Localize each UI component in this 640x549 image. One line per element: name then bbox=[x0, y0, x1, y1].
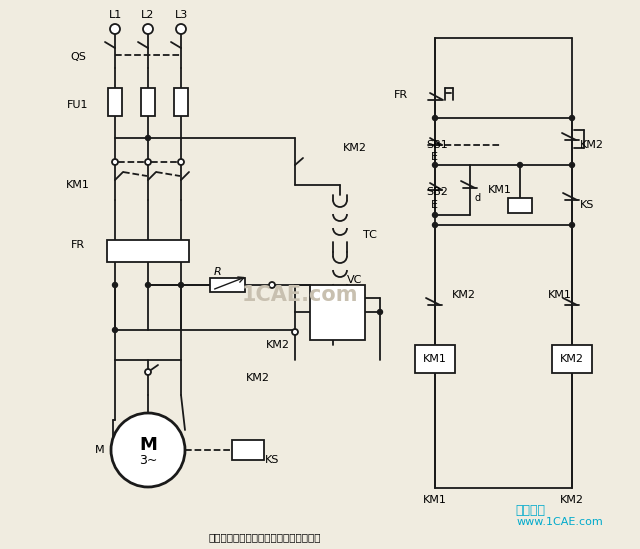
Circle shape bbox=[269, 282, 275, 288]
Circle shape bbox=[143, 24, 153, 34]
Circle shape bbox=[112, 159, 118, 165]
Circle shape bbox=[145, 159, 151, 165]
Bar bbox=[141, 88, 155, 116]
Circle shape bbox=[378, 310, 383, 315]
Bar bbox=[210, 278, 245, 292]
Bar bbox=[508, 198, 532, 213]
Text: KM1: KM1 bbox=[66, 180, 90, 190]
Circle shape bbox=[145, 136, 150, 141]
Text: KM2: KM2 bbox=[246, 373, 270, 383]
Text: KM2: KM2 bbox=[560, 354, 584, 364]
Text: KM2: KM2 bbox=[452, 290, 476, 300]
Bar bbox=[552, 345, 592, 373]
Text: TC: TC bbox=[363, 230, 377, 240]
Circle shape bbox=[113, 328, 118, 333]
Text: KM2: KM2 bbox=[580, 140, 604, 150]
Text: E: E bbox=[431, 200, 438, 210]
Bar bbox=[108, 88, 122, 116]
Circle shape bbox=[145, 283, 150, 288]
Text: KM1: KM1 bbox=[488, 185, 512, 195]
Bar bbox=[107, 240, 189, 262]
Text: 以速度原则控制的单向能耗制动控制线路: 以速度原则控制的单向能耗制动控制线路 bbox=[209, 532, 321, 542]
Text: VC: VC bbox=[348, 275, 363, 285]
Polygon shape bbox=[328, 298, 346, 313]
Circle shape bbox=[110, 24, 120, 34]
Circle shape bbox=[113, 283, 118, 288]
Text: www.1CAE.com: www.1CAE.com bbox=[516, 517, 604, 527]
Text: QS: QS bbox=[70, 52, 86, 62]
Circle shape bbox=[570, 222, 575, 227]
Text: L3: L3 bbox=[174, 10, 188, 20]
Circle shape bbox=[178, 159, 184, 165]
Text: L2: L2 bbox=[141, 10, 155, 20]
Text: L1: L1 bbox=[108, 10, 122, 20]
Text: FR: FR bbox=[394, 90, 408, 100]
Circle shape bbox=[433, 222, 438, 227]
Text: SB1: SB1 bbox=[426, 140, 448, 150]
Text: SB2: SB2 bbox=[426, 187, 448, 197]
Text: 1CAE.com: 1CAE.com bbox=[242, 285, 358, 305]
Text: KM2: KM2 bbox=[560, 495, 584, 505]
Text: n: n bbox=[525, 200, 531, 210]
Circle shape bbox=[433, 115, 438, 120]
Text: R: R bbox=[214, 267, 222, 277]
Text: 仿真在线: 仿真在线 bbox=[515, 503, 545, 517]
Circle shape bbox=[292, 329, 298, 335]
Bar bbox=[415, 345, 455, 373]
Text: FU1: FU1 bbox=[67, 100, 89, 110]
Text: KM1: KM1 bbox=[423, 495, 447, 505]
Bar bbox=[232, 440, 264, 460]
Circle shape bbox=[433, 212, 438, 217]
Text: KS: KS bbox=[265, 455, 279, 465]
Circle shape bbox=[111, 413, 185, 487]
Text: KM2: KM2 bbox=[266, 340, 290, 350]
Text: KM1: KM1 bbox=[423, 354, 447, 364]
Circle shape bbox=[433, 163, 438, 167]
Text: KM1: KM1 bbox=[548, 290, 572, 300]
Text: KM2: KM2 bbox=[343, 143, 367, 153]
Text: d: d bbox=[475, 193, 481, 203]
Circle shape bbox=[570, 163, 575, 167]
Circle shape bbox=[518, 163, 522, 167]
Circle shape bbox=[570, 115, 575, 120]
Text: M: M bbox=[95, 445, 105, 455]
Text: KS: KS bbox=[580, 200, 595, 210]
Circle shape bbox=[145, 369, 151, 375]
Text: M: M bbox=[139, 436, 157, 454]
Bar bbox=[310, 285, 365, 340]
Text: E: E bbox=[431, 152, 438, 162]
Text: 3~: 3~ bbox=[139, 453, 157, 467]
Bar bbox=[174, 88, 188, 116]
Circle shape bbox=[179, 283, 184, 288]
Text: FR: FR bbox=[71, 240, 85, 250]
Circle shape bbox=[176, 24, 186, 34]
